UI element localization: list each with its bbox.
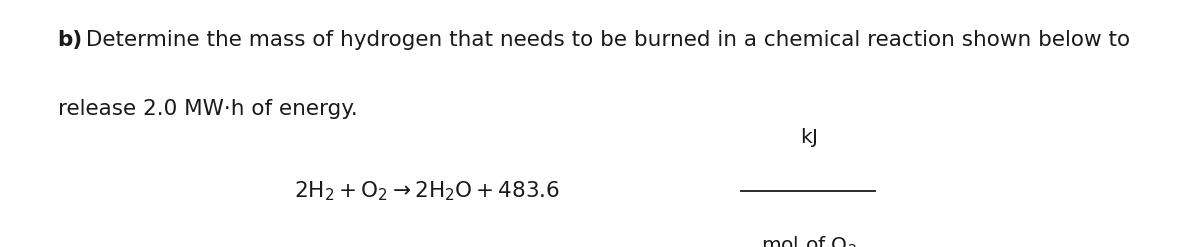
Text: $\mathdefault{mol\ of\ O_2}$: $\mathdefault{mol\ of\ O_2}$ (761, 235, 857, 247)
Text: $\mathdefault{kJ}$: $\mathdefault{kJ}$ (800, 125, 817, 149)
Text: release 2.0 MW·h of energy.: release 2.0 MW·h of energy. (58, 99, 358, 119)
Text: $\mathdefault{2H_2 + O_2 \rightarrow 2H_2O + 483.6}$: $\mathdefault{2H_2 + O_2 \rightarrow 2H_… (294, 180, 560, 203)
Text: Determine the mass of hydrogen that needs to be burned in a chemical reaction sh: Determine the mass of hydrogen that need… (79, 30, 1130, 50)
Text: b): b) (58, 30, 83, 50)
